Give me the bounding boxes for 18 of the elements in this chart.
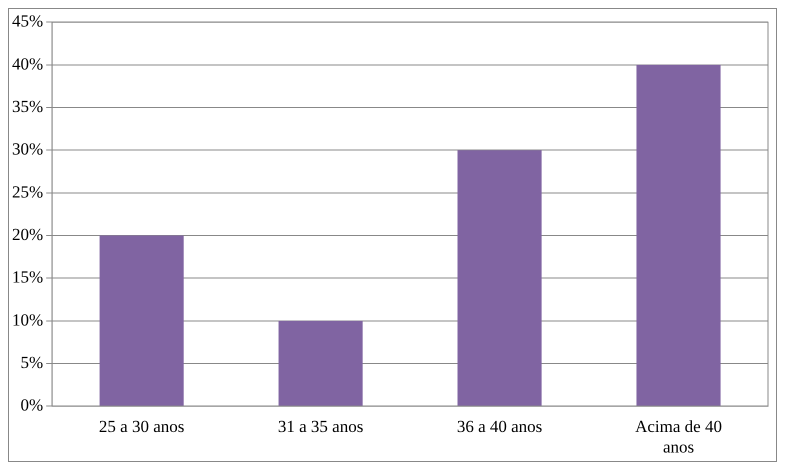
bar (458, 150, 542, 406)
y-tick-label: 5% (20, 353, 44, 372)
y-tick-label: 40% (12, 54, 44, 74)
y-tick-label: 20% (12, 225, 44, 244)
bar (636, 64, 721, 406)
y-tick-label: 15% (12, 268, 44, 287)
x-tick-label: 36 a 40 anos (456, 416, 542, 436)
x-tick-label: 25 a 30 anos (98, 416, 184, 436)
y-tick-label: 0% (20, 396, 44, 415)
y-tick-label: 30% (12, 140, 44, 159)
y-tick-label: 35% (12, 97, 44, 116)
x-tick-label: Acima de 40 anos (635, 416, 722, 456)
y-tick-label: 25% (12, 182, 44, 202)
bar (100, 236, 184, 406)
y-tick-label: 10% (12, 310, 44, 330)
bar (278, 320, 363, 406)
x-tick-label: 31 a 35 anos (278, 416, 364, 436)
y-tick-label: 45% (12, 12, 44, 31)
